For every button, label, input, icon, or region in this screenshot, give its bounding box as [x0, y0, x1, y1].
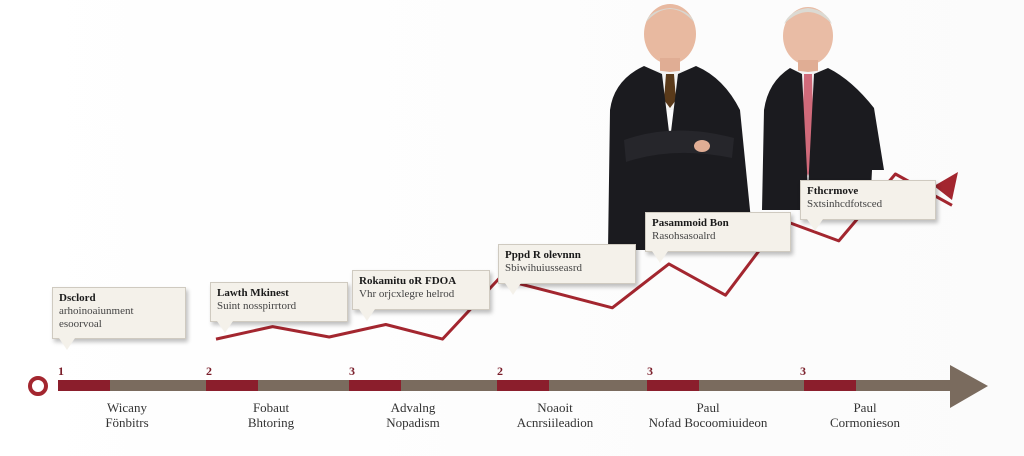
timeline-start-node [28, 376, 48, 396]
callout-title: Fthcrmove [807, 185, 859, 197]
callout-text: Sxtsinhcdfotsced [807, 198, 883, 210]
stage-marker [349, 380, 401, 391]
callout-stage-6: Fthcrmove Sxtsinhcdfotsced [800, 180, 936, 231]
stage-label-line1: Paul [696, 400, 720, 415]
callout-stage-3: Rokamitu oR FDOA Vhr orjcxlegre helrod [352, 270, 490, 321]
stage-label-line1: Paul [853, 400, 877, 415]
callout-text: Vhr orjcxlegre helrod [359, 288, 455, 300]
stage-label: Wicany Fönbitrs [62, 400, 192, 430]
growth-arrowhead [934, 172, 958, 200]
callout-text: Rasohsasoalrd [652, 230, 716, 242]
callout-title: Pppd R olevnnn [505, 249, 581, 261]
stage-label-line2: Nofad Bocoomiuideon [648, 415, 768, 430]
stage-number: 2 [497, 364, 503, 378]
stage-label: Advalng Nopadism [348, 400, 478, 430]
stage-number: 2 [206, 364, 212, 378]
stage-label-line2: Bhtoring [247, 415, 295, 430]
stage-label-line1: Fobaut [252, 400, 290, 415]
stage-label-line2: Acnrsiileadion [516, 415, 594, 430]
stage-number: 3 [800, 364, 806, 378]
callout-title: Dsclord [59, 292, 96, 304]
stage-label-line1: Advalng [390, 400, 436, 415]
stage-label-line1: Noaoit [537, 400, 573, 415]
stage-label-line2: Nopadism [386, 415, 440, 430]
callout-title: Lawth Mkinest [217, 287, 289, 299]
stage-marker [497, 380, 549, 391]
stage-label: Noaoit Acnrsiileadion [490, 400, 620, 430]
stage-number: 3 [647, 364, 653, 378]
growth-line [215, 172, 953, 341]
callout-stage-1: Dsclord arhoinoaiunment esoorvoal [52, 287, 186, 350]
callout-text: Sbiwihuiusseasrd [505, 262, 582, 274]
stage-marker [58, 380, 110, 391]
callout-stage-4: Pppd R olevnnn Sbiwihuiusseasrd [498, 244, 636, 295]
stage-label-line2: Cormonieson [829, 415, 901, 430]
stage-marker [647, 380, 699, 391]
stage-label-line1: Wicany [107, 400, 147, 415]
stage-label-line2: Fönbitrs [105, 415, 149, 430]
person-left-illustration [608, 4, 754, 250]
stage-label: Fobaut Bhtoring [206, 400, 336, 430]
stage-label: Paul Cormonieson [800, 400, 930, 430]
stage-label: Paul Nofad Bocoomiuideon [628, 400, 788, 430]
callout-text: arhoinoaiunment [59, 305, 134, 317]
stage-number: 3 [349, 364, 355, 378]
callout-text: esoorvoal [59, 318, 102, 330]
callout-stage-2: Lawth Mkinest Suint nosspirrtord [210, 282, 348, 333]
callout-text: Suint nosspirrtord [217, 300, 297, 312]
person-right-illustration [762, 7, 884, 210]
stage-marker [804, 380, 856, 391]
callout-title: Pasammoid Bon [652, 217, 729, 229]
timeline-arrowhead [950, 365, 988, 408]
callout-stage-5: Pasammoid Bon Rasohsasoalrd [645, 212, 791, 263]
callout-title: Rokamitu oR FDOA [359, 275, 457, 287]
stage-number: 1 [58, 364, 64, 378]
stage-marker [206, 380, 258, 391]
